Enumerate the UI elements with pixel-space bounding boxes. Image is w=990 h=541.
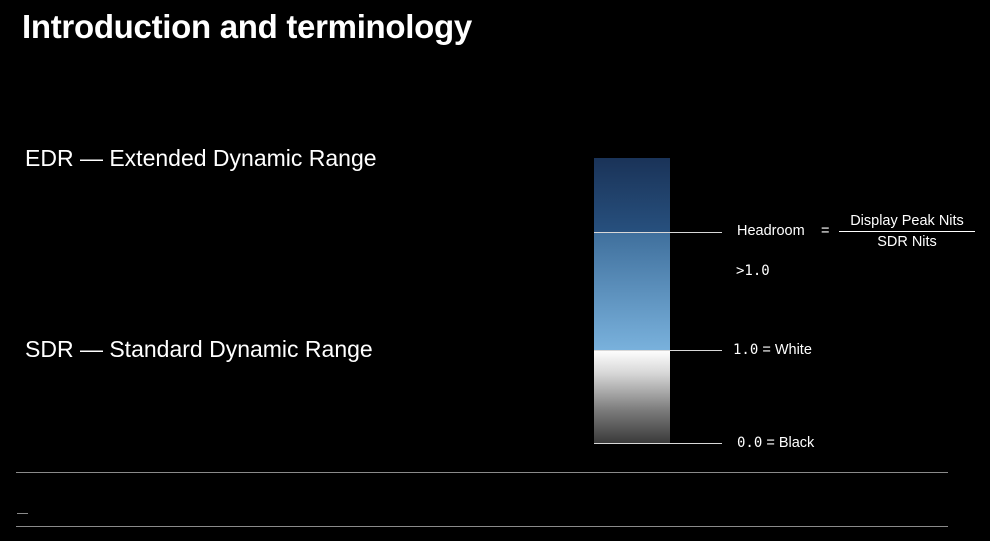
white-marker-line bbox=[594, 350, 722, 351]
black-value: 0.0 bbox=[737, 435, 763, 451]
fraction-denominator: SDR Nits bbox=[877, 234, 937, 250]
edr-peak-segment bbox=[594, 158, 670, 232]
caption-divider-bottom bbox=[16, 526, 948, 527]
headroom-fraction: Display Peak Nits SDR Nits bbox=[839, 212, 975, 251]
sdr-segment bbox=[594, 350, 670, 443]
black-marker-line bbox=[594, 443, 722, 444]
fraction-numerator: Display Peak Nits bbox=[850, 213, 964, 229]
white-text: = White bbox=[758, 342, 812, 358]
white-value: 1.0 bbox=[733, 342, 759, 358]
headroom-equals: = bbox=[821, 223, 830, 239]
black-point-label: 0.0 = Black bbox=[737, 435, 814, 451]
edr-term: EDR — Extended Dynamic Range bbox=[25, 145, 377, 171]
fraction-bar bbox=[839, 231, 975, 232]
slide-title: Introduction and terminology bbox=[22, 8, 472, 45]
headroom-label: Headroom bbox=[737, 223, 805, 239]
sdr-term: SDR — Standard Dynamic Range bbox=[25, 336, 373, 362]
white-point-label: 1.0 = White bbox=[733, 342, 812, 358]
black-text: = Black bbox=[762, 435, 815, 451]
edr-headroom-segment bbox=[594, 232, 670, 350]
headroom-range-label: >1.0 bbox=[736, 263, 770, 279]
caption-placeholder bbox=[17, 513, 28, 514]
headroom-marker-line bbox=[594, 232, 722, 233]
caption-divider-top bbox=[16, 472, 948, 473]
